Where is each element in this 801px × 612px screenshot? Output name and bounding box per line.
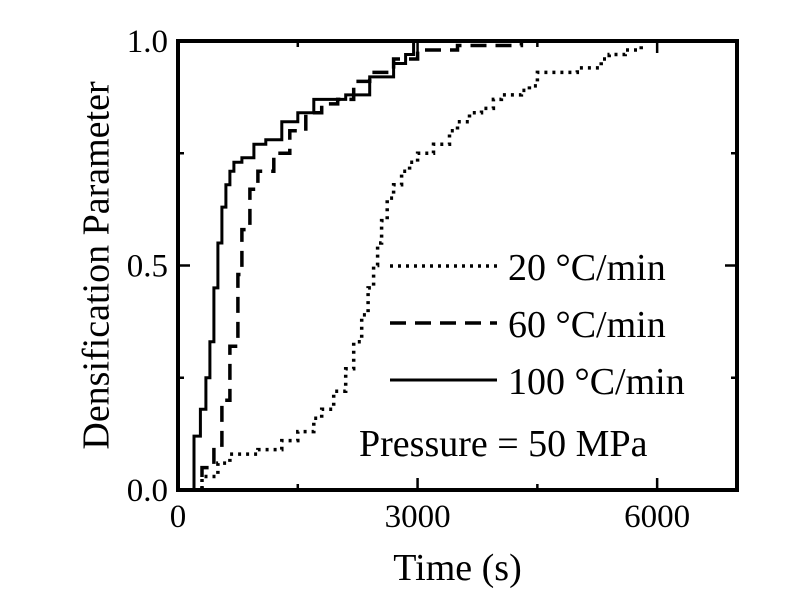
- series-line-1: [186, 41, 643, 492]
- y-axis-title: Densification Parameter: [76, 81, 118, 450]
- x-tick-label: 0: [170, 499, 187, 535]
- legend-label-3: 100 °C/min: [508, 361, 685, 403]
- pressure-annotation: Pressure = 50 MPa: [359, 423, 648, 465]
- legend: 20 °C/min 60 °C/min 100 °C/min: [390, 247, 685, 403]
- y-tick-label: 0.5: [127, 249, 168, 285]
- x-axis-title: Time (s): [393, 547, 521, 589]
- x-tick-label: 6000: [624, 499, 690, 535]
- x-tick-label: 3000: [385, 499, 451, 535]
- legend-label-2: 60 °C/min: [508, 304, 666, 346]
- axes: 0 3000 6000 0.0 0.5 1.0: [127, 24, 739, 535]
- series-line-3: [186, 41, 416, 492]
- series-lines: [186, 41, 643, 492]
- y-tick-label: 1.0: [127, 24, 168, 60]
- y-tick-label: 0.0: [127, 473, 168, 509]
- legend-label-1: 20 °C/min: [508, 247, 666, 289]
